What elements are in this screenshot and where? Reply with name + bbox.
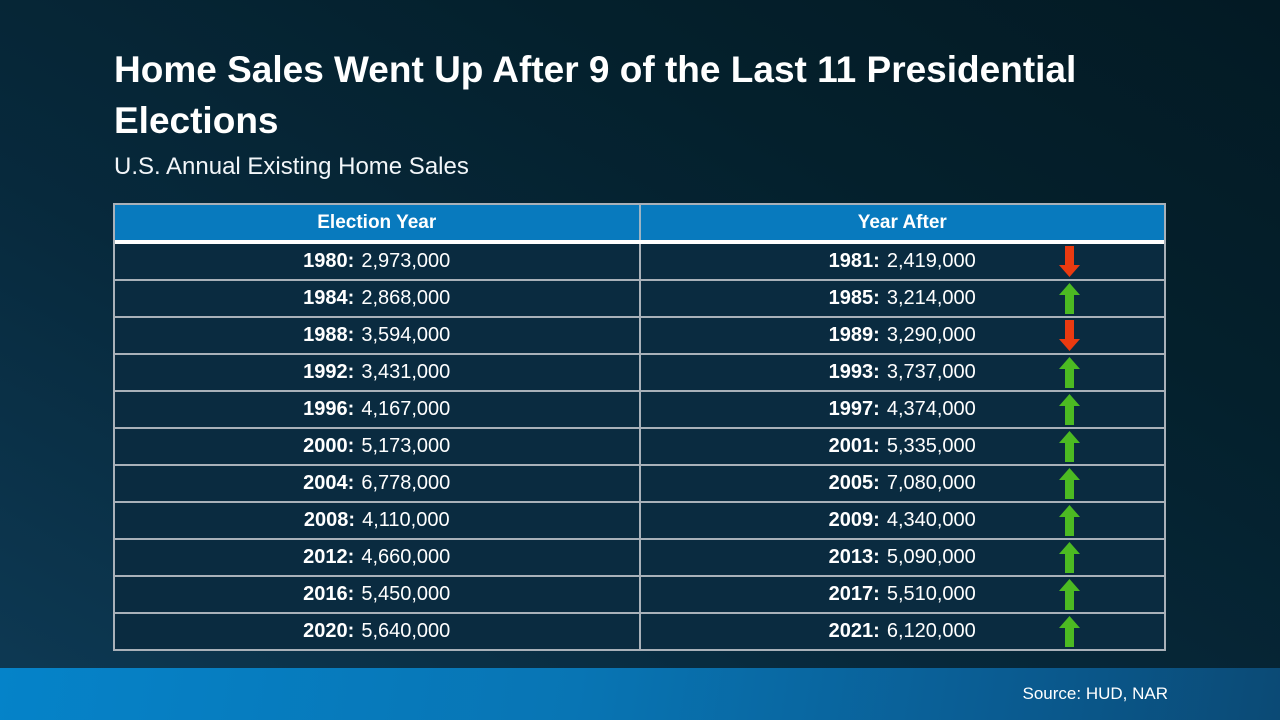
table-row: 2016: 5,450,000 2017: 5,510,000 <box>115 575 1164 612</box>
year-after-label: 1993: <box>828 361 880 383</box>
trend-up-arrow-icon <box>1059 357 1080 388</box>
column-header-year-after: Year After <box>638 205 1165 240</box>
year-after-cell: 1993: 3,737,000 <box>638 355 1164 390</box>
year-after-label: 2013: <box>828 546 880 568</box>
year-after-value: 5,510,000 <box>886 583 976 605</box>
election-year-cell: 1996: 4,167,000 <box>115 392 639 427</box>
election-year-value: 5,450,000 <box>361 583 451 605</box>
trend-down-arrow-icon <box>1059 246 1080 277</box>
election-year-label: 1980: <box>303 250 355 272</box>
election-year-label: 1988: <box>303 324 355 346</box>
year-after-cell: 1985: 3,214,000 <box>638 281 1164 316</box>
table-header-row: Election Year Year After <box>115 205 1164 244</box>
year-after-label: 1985: <box>828 287 880 309</box>
table-row: 2004: 6,778,000 2005: 7,080,000 <box>115 464 1164 501</box>
election-year-value: 2,973,000 <box>361 250 451 272</box>
election-year-label: 2016: <box>303 583 355 605</box>
table-row: 1988: 3,594,000 1989: 3,290,000 <box>115 316 1164 353</box>
trend-up-arrow-icon <box>1059 394 1080 425</box>
election-year-cell: 1984: 2,868,000 <box>115 281 639 316</box>
election-year-label: 2020: <box>303 620 355 642</box>
election-year-value: 6,778,000 <box>361 472 451 494</box>
table-row: 2012: 4,660,000 2013: 5,090,000 <box>115 538 1164 575</box>
election-year-value: 3,431,000 <box>361 361 451 383</box>
election-year-value: 2,868,000 <box>361 287 451 309</box>
election-year-cell: 1980: 2,973,000 <box>115 244 639 279</box>
trend-up-arrow-icon <box>1059 505 1080 536</box>
home-sales-table: Election Year Year After 1980: 2,973,000 1… <box>113 203 1166 651</box>
table-row: 1980: 2,973,000 1981: 2,419,000 <box>115 244 1164 279</box>
election-year-value: 4,167,000 <box>361 398 451 420</box>
election-year-label: 1996: <box>303 398 355 420</box>
year-after-label: 1989: <box>828 324 880 346</box>
election-year-cell: 2000: 5,173,000 <box>115 429 639 464</box>
election-year-value: 4,110,000 <box>362 509 450 531</box>
election-year-label: 2000: <box>303 435 355 457</box>
election-year-label: 2012: <box>303 546 355 568</box>
election-year-value: 4,660,000 <box>361 546 451 568</box>
election-year-label: 1992: <box>303 361 355 383</box>
trend-down-arrow-icon <box>1059 320 1080 351</box>
election-year-value: 3,594,000 <box>361 324 451 346</box>
year-after-value: 5,090,000 <box>886 546 976 568</box>
year-after-label: 1981: <box>828 250 880 272</box>
year-after-value: 6,120,000 <box>886 620 976 642</box>
table-row: 2000: 5,173,000 2001: 5,335,000 <box>115 427 1164 464</box>
election-year-label: 2004: <box>303 472 355 494</box>
year-after-value: 3,290,000 <box>886 324 976 346</box>
election-year-cell: 1992: 3,431,000 <box>115 355 639 390</box>
year-after-label: 2001: <box>828 435 880 457</box>
election-year-cell: 1988: 3,594,000 <box>115 318 639 353</box>
footer-bar: Source: HUD, NAR <box>0 668 1280 720</box>
year-after-cell: 2009: 4,340,000 <box>638 503 1164 538</box>
election-year-label: 2008: <box>303 509 356 531</box>
year-after-value: 4,374,000 <box>886 398 976 420</box>
column-header-election-year: Election Year <box>317 211 437 233</box>
year-after-value: 5,335,000 <box>886 435 976 457</box>
year-after-value: 4,340,000 <box>886 509 976 531</box>
election-year-label: 1984: <box>303 287 355 309</box>
election-year-cell: 2016: 5,450,000 <box>115 577 639 612</box>
trend-up-arrow-icon <box>1059 616 1080 647</box>
year-after-cell: 2017: 5,510,000 <box>638 577 1164 612</box>
trend-up-arrow-icon <box>1059 283 1080 314</box>
election-year-value: 5,173,000 <box>361 435 451 457</box>
year-after-label: 2017: <box>828 583 880 605</box>
year-after-cell: 1981: 2,419,000 <box>638 244 1164 279</box>
year-after-cell: 2013: 5,090,000 <box>638 540 1164 575</box>
year-after-cell: 2001: 5,335,000 <box>638 429 1164 464</box>
trend-up-arrow-icon <box>1059 468 1080 499</box>
year-after-cell: 1989: 3,290,000 <box>638 318 1164 353</box>
year-after-label: 1997: <box>828 398 880 420</box>
year-after-value: 7,080,000 <box>886 472 976 494</box>
election-year-cell: 2008: 4,110,000 <box>115 503 639 538</box>
year-after-cell: 2021: 6,120,000 <box>638 614 1164 649</box>
year-after-label: 2009: <box>828 509 880 531</box>
trend-up-arrow-icon <box>1059 431 1080 462</box>
year-after-value: 3,214,000 <box>886 287 976 309</box>
slide-subtitle: U.S. Annual Existing Home Sales <box>114 153 469 180</box>
election-year-cell: 2004: 6,778,000 <box>115 466 639 501</box>
election-year-cell: 2012: 4,660,000 <box>115 540 639 575</box>
election-year-cell: 2020: 5,640,000 <box>115 614 639 649</box>
year-after-cell: 2005: 7,080,000 <box>638 466 1164 501</box>
source-text: Source: HUD, NAR <box>1022 684 1168 703</box>
table-body: 1980: 2,973,000 1981: 2,419,000 1984: 2,868,0… <box>115 244 1164 649</box>
year-after-label: 2005: <box>828 472 880 494</box>
year-after-label: 2021: <box>828 620 880 642</box>
year-after-value: 2,419,000 <box>886 250 976 272</box>
year-after-value: 3,737,000 <box>886 361 976 383</box>
table-row: 2020: 5,640,000 2021: 6,120,000 <box>115 612 1164 649</box>
table-row: 1984: 2,868,000 1985: 3,214,000 <box>115 279 1164 316</box>
trend-up-arrow-icon <box>1059 579 1080 610</box>
year-after-cell: 1997: 4,374,000 <box>638 392 1164 427</box>
slide-title: Home Sales Went Up After 9 of the Last 1… <box>114 49 1077 141</box>
election-year-value: 5,640,000 <box>361 620 451 642</box>
table-row: 1992: 3,431,000 1993: 3,737,000 <box>115 353 1164 390</box>
table-row: 2008: 4,110,000 2009: 4,340,000 <box>115 501 1164 538</box>
table-row: 1996: 4,167,000 1997: 4,374,000 <box>115 390 1164 427</box>
trend-up-arrow-icon <box>1059 542 1080 573</box>
